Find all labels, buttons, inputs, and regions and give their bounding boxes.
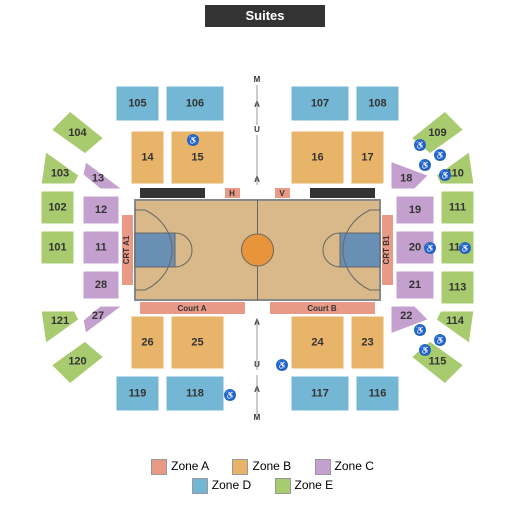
legend-item-e: Zone E <box>275 478 334 494</box>
section-121[interactable] <box>40 310 80 345</box>
accessible-icon-glyph: ♿ <box>435 335 445 345</box>
legend-row-1: Zone A Zone B Zone C <box>0 459 525 475</box>
swatch-a <box>151 459 167 475</box>
crt-b1-label: CRT B1 <box>382 235 391 264</box>
letter-h: H <box>229 189 235 198</box>
swatch-d <box>192 478 208 494</box>
court <box>135 200 380 300</box>
legend-row-2: Zone D Zone E <box>0 478 525 494</box>
section-116[interactable] <box>355 375 400 412</box>
accessible-icon-glyph: ♿ <box>420 160 430 170</box>
swatch-c <box>315 459 331 475</box>
accessible-icon-glyph: ♿ <box>440 170 450 180</box>
accessible-icon-glyph: ♿ <box>420 345 430 355</box>
court-b-label: Court B <box>307 304 337 313</box>
section-118[interactable] <box>165 375 225 412</box>
accessible-icon-glyph: ♿ <box>277 360 287 370</box>
legend-item-a: Zone A <box>151 459 209 475</box>
center-circle <box>242 234 274 266</box>
section-101[interactable] <box>40 230 75 265</box>
section-11[interactable] <box>82 230 120 265</box>
section-27[interactable] <box>82 305 125 335</box>
letter-u-top: U <box>254 125 260 134</box>
seating-chart-container: Suites 101102103104105106107108109110111… <box>0 0 525 509</box>
section-113[interactable] <box>440 270 475 305</box>
letter-v: V <box>279 189 285 198</box>
legend-label-c: Zone C <box>335 459 374 473</box>
section-103[interactable] <box>40 150 80 185</box>
section-104[interactable] <box>50 110 105 155</box>
section-117[interactable] <box>290 375 350 412</box>
section-23[interactable] <box>350 315 385 370</box>
section-111[interactable] <box>440 190 475 225</box>
section-13[interactable] <box>82 160 125 190</box>
section-16[interactable] <box>290 130 345 185</box>
accessible-icon-glyph: ♿ <box>415 325 425 335</box>
section-12[interactable] <box>82 195 120 225</box>
legend-label-e: Zone E <box>295 478 334 492</box>
court-a-label: Court A <box>177 304 206 313</box>
section-14[interactable] <box>130 130 165 185</box>
section-108[interactable] <box>355 85 400 122</box>
section-19[interactable] <box>395 195 435 225</box>
section-102[interactable] <box>40 190 75 225</box>
section-119[interactable] <box>115 375 160 412</box>
section-26[interactable] <box>130 315 165 370</box>
arena-svg: 1011021031041051061071081091101111121131… <box>0 30 525 450</box>
legend-item-b: Zone B <box>232 459 291 475</box>
section-106[interactable] <box>165 85 225 122</box>
section-105[interactable] <box>115 85 160 122</box>
suites-title-bar: Suites <box>205 5 325 27</box>
right-paint <box>340 233 380 267</box>
legend-label-d: Zone D <box>212 478 251 492</box>
accessible-icon-glyph: ♿ <box>460 243 470 253</box>
accessible-icon-glyph: ♿ <box>435 150 445 160</box>
legend-item-d: Zone D <box>192 478 251 494</box>
team-bench-left-label: Team Bench <box>149 189 196 198</box>
legend-item-c: Zone C <box>315 459 374 475</box>
left-paint <box>135 233 175 267</box>
legend-label-a: Zone A <box>171 459 209 473</box>
accessible-icon-glyph: ♿ <box>225 390 235 400</box>
legend: Zone A Zone B Zone C Zone D Zone E <box>0 456 525 497</box>
section-21[interactable] <box>395 270 435 300</box>
accessible-icon-glyph: ♿ <box>425 243 435 253</box>
accessible-icon-glyph: ♿ <box>188 135 198 145</box>
section-24[interactable] <box>290 315 345 370</box>
crt-a1-label: CRT A1 <box>122 235 131 264</box>
letter-m-top: M <box>254 75 261 84</box>
section-120[interactable] <box>50 340 105 385</box>
legend-label-b: Zone B <box>252 459 291 473</box>
section-115[interactable] <box>410 340 465 385</box>
section-28[interactable] <box>82 270 120 300</box>
section-17[interactable] <box>350 130 385 185</box>
swatch-b <box>232 459 248 475</box>
section-107[interactable] <box>290 85 350 122</box>
team-bench-right-label: Team Bench <box>319 189 366 198</box>
section-25[interactable] <box>170 315 225 370</box>
swatch-e <box>275 478 291 494</box>
accessible-icon-glyph: ♿ <box>415 140 425 150</box>
